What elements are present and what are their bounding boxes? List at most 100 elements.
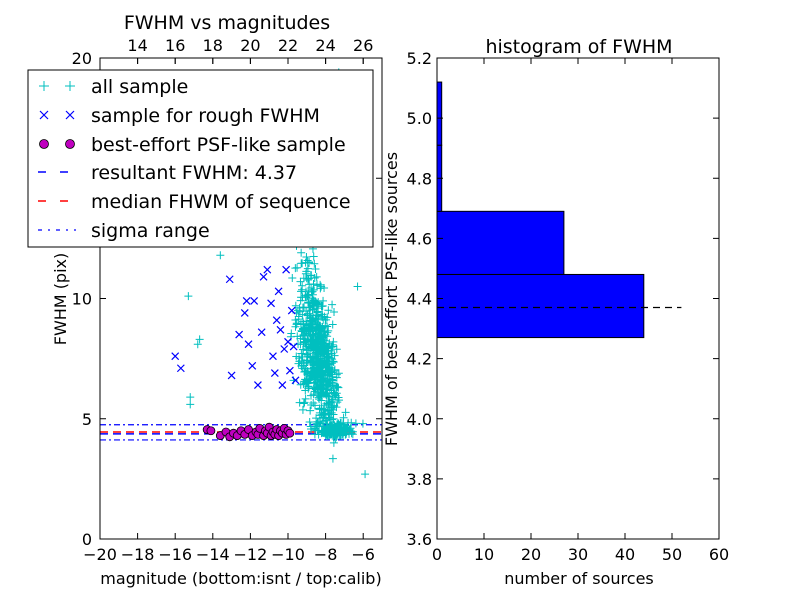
legend-marker-rough-sample: [39, 110, 49, 120]
scatter-top-ticks: 14 16 18 20 22 24 26: [127, 36, 373, 64]
hist-y-tick-label: 3.6: [407, 530, 432, 549]
rough-sample-point-22: [282, 265, 291, 274]
rough-sample-point-13: [263, 265, 272, 274]
hist-y-tick-label: 4.6: [407, 229, 432, 248]
hist-y-tick-label: 5.2: [407, 49, 432, 68]
all-sample-markers: [184, 68, 370, 479]
x-tick-label: −8: [314, 545, 338, 564]
rough-sample-point-10: [253, 381, 262, 390]
legend-marker-all-sample: [39, 81, 49, 91]
histogram-y-label: FWHM of best-effort PSF-like sources: [382, 152, 401, 446]
x-tick-label: −18: [121, 545, 155, 564]
rough-sample-point-6: [242, 296, 251, 305]
rough-sample-point-3: [227, 371, 236, 380]
rough-sample-point-1: [176, 364, 185, 373]
legend-marker-rough-sample: [65, 110, 75, 120]
rough-sample-point-20: [278, 381, 287, 390]
top-tick-label: 14: [127, 36, 147, 55]
top-tick-label: 16: [165, 36, 185, 55]
x-tick-label: −14: [196, 545, 230, 564]
rough-sample-point-4: [235, 330, 244, 339]
hist-x-tick-label: 50: [662, 545, 682, 564]
psf-sample-point-28: [285, 428, 295, 438]
rough-sample-point-5: [240, 309, 249, 317]
top-tick-label: 26: [353, 36, 373, 55]
psf-sample-point-1: [206, 426, 216, 436]
rough-sample-point-15: [269, 352, 277, 361]
histogram-title: histogram of FWHM: [485, 36, 672, 58]
histogram-bar-3: [436, 81, 443, 146]
hist-y-tick-label: 5.0: [407, 109, 432, 128]
legend-markers: [38, 81, 76, 231]
rough-sample-point-17: [272, 316, 281, 325]
legend-label-psf-sample: best-effort PSF-like sample: [91, 134, 346, 156]
rough-sample-point-9: [250, 296, 259, 305]
rough-sample-point-0: [171, 352, 180, 361]
hist-x-tick-label: 40: [615, 545, 635, 564]
scatter-title: FWHM vs magnitudes: [124, 12, 330, 34]
rough-sample-point-12: [259, 272, 268, 281]
y-tick-label: 20: [72, 49, 92, 68]
hist-y-tick-label: 4.8: [407, 169, 432, 188]
rough-sample-point-16: [270, 369, 279, 377]
all-sample-points: [184, 68, 370, 479]
legend-marker-psf-sample: [65, 139, 75, 149]
top-tick-label: 20: [240, 36, 260, 55]
hist-x-tick-label: 30: [568, 545, 588, 564]
hist-y-tick-label: 4.4: [407, 290, 432, 309]
rough-sample-point-14: [267, 299, 276, 308]
histogram-bar-0: [436, 273, 645, 339]
scatter-y-label: FWHM (pix): [51, 253, 70, 346]
scatter-y-ticks: 05101520: [72, 49, 382, 549]
rough-sample-point-19: [276, 325, 285, 334]
top-tick-label: 24: [315, 36, 335, 55]
legend-label-rough-sample: sample for rough FWHM: [91, 105, 320, 127]
rough-sample-point-2: [225, 275, 234, 284]
x-tick-label: −20: [83, 545, 117, 564]
hist-x-tick-label: 20: [521, 545, 541, 564]
top-tick-label: 18: [203, 36, 223, 55]
rough-sample-point-18: [274, 287, 283, 296]
hist-x-tick-label: 10: [474, 545, 494, 564]
rough-sample-point-11: [257, 328, 266, 337]
rough-sample-point-21: [280, 345, 289, 353]
legend-marker-psf-sample: [39, 139, 49, 149]
hist-y-tick-label: 4.0: [407, 410, 432, 429]
rough-sample-point-8: [248, 361, 257, 370]
scatter-panel: −20−18−16−14−12−10−8−6 05101520 14161820…: [27, 12, 383, 588]
legend-label-resultant: resultant FWHM: 4.37: [91, 162, 297, 184]
rough-sample-point-7: [244, 340, 253, 349]
y-tick-label: 10: [72, 290, 92, 309]
top-tick-label: 22: [278, 36, 298, 55]
scatter-x-label: magnitude (bottom:isnt / top:calib): [100, 569, 381, 588]
scatter-legend: all sample sample for rough FWHM best-ef…: [27, 69, 374, 248]
legend-label-median: median FHWM of sequence: [91, 191, 351, 213]
x-tick-label: −16: [158, 545, 192, 564]
rough-sample-point-26: [289, 342, 298, 351]
scatter-x-ticks: −20 −18 −16 −14 −12 −10 −8 −6: [83, 58, 375, 564]
legend-box: [27, 69, 374, 248]
legend-label-all-sample: all sample: [91, 76, 188, 98]
histogram-x-label: number of sources: [504, 569, 654, 588]
histogram-bar-1: [436, 210, 565, 275]
hist-y-tick-label: 4.2: [407, 350, 432, 369]
hist-y-tick-label: 3.8: [407, 470, 432, 489]
hist-x-tick-label: 60: [709, 545, 729, 564]
y-tick-label: 0: [82, 530, 92, 549]
rough-sample-points: [171, 265, 300, 390]
x-tick-label: −10: [271, 545, 305, 564]
x-tick-label: −12: [234, 545, 268, 564]
rough-sample-point-24: [285, 366, 294, 375]
histogram-bars: [436, 81, 645, 339]
rough-sample-point-27: [291, 376, 300, 385]
legend-label-sigma: sigma range: [91, 220, 210, 242]
histogram-y-ticks: 3.6 3.8 4.0 4.2 4.4 4.6 4.8 5.0 5.2: [407, 49, 719, 549]
hist-x-tick-label: 0: [432, 545, 442, 564]
rough-sample-point-25: [287, 306, 296, 315]
y-tick-label: 5: [82, 410, 92, 429]
legend-marker-all-sample: [65, 81, 75, 91]
histogram-panel: 0 10 20 30 40 50 60 3.6 3.8 4.0 4.2 4.4 4.6 4.8 5.0 5.…: [382, 36, 729, 588]
x-tick-label: −6: [351, 545, 375, 564]
histogram-x-ticks: 0 10 20 30 40 50 60: [432, 58, 729, 564]
